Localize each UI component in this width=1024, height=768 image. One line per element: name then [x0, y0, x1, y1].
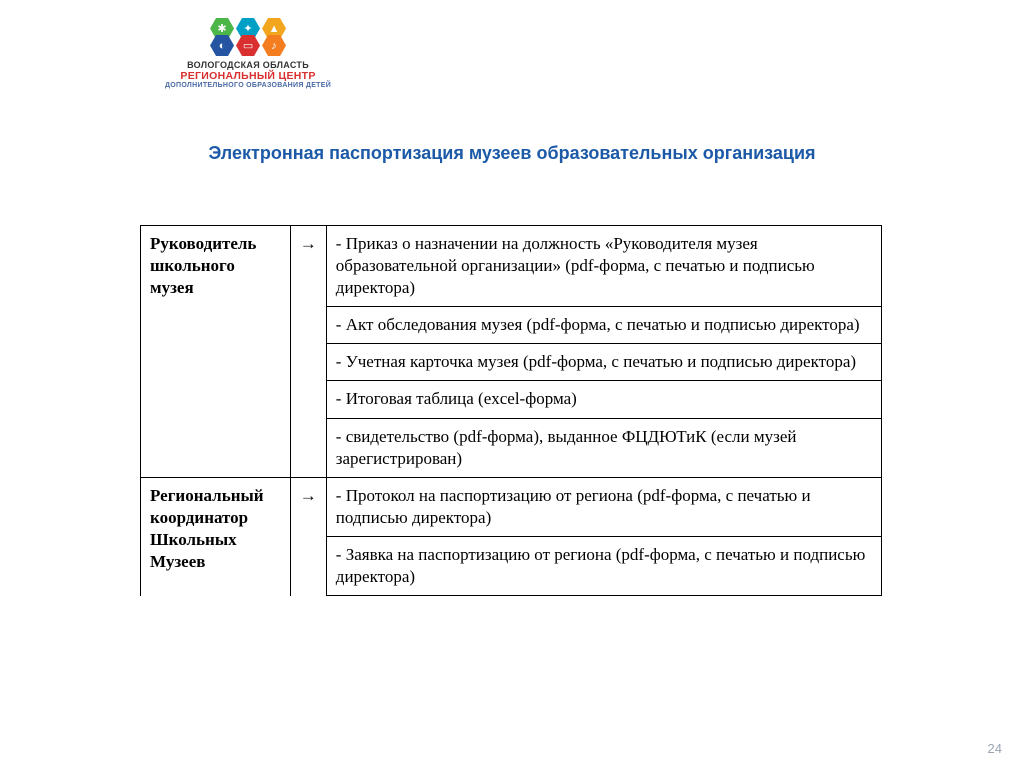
doc-cell: - свидетельство (pdf-форма), выданное ФЦ… — [326, 418, 881, 477]
arrow-icon: → — [290, 226, 326, 478]
logo: ✱ ✦ ▲ ◐ ▭ ♪ ВОЛОГОДСКАЯ ОБЛАСТЬ РЕГИОНАЛ… — [165, 18, 331, 90]
logo-line1: ВОЛОГОДСКАЯ ОБЛАСТЬ — [165, 60, 331, 70]
logo-text: ВОЛОГОДСКАЯ ОБЛАСТЬ РЕГИОНАЛЬНЫЙ ЦЕНТР Д… — [165, 60, 331, 90]
role-label: Руководитель школьного музея — [141, 226, 291, 478]
documents-table: Руководитель школьного музея → - Приказ … — [140, 225, 882, 596]
doc-cell: - Протокол на паспортизацию от региона (… — [326, 477, 881, 536]
doc-cell: - Итоговая таблица (excel-форма) — [326, 381, 881, 418]
hex-icon: ◐ — [210, 35, 234, 56]
hex-icon: ♪ — [262, 35, 286, 56]
doc-cell: - Учетная карточка музея (pdf-форма, с п… — [326, 344, 881, 381]
page-title: Электронная паспортизация музеев образов… — [0, 140, 1024, 166]
hex-row-bottom: ◐ ▭ ♪ — [165, 35, 331, 56]
logo-line3: ДОПОЛНИТЕЛЬНОГО ОБРАЗОВАНИЯ ДЕТЕЙ — [165, 82, 331, 90]
slide-number: 24 — [988, 741, 1002, 756]
doc-cell: - Акт обследования музея (pdf-форма, с п… — [326, 307, 881, 344]
role-label: Региональный координатор Школьных Музеев — [141, 477, 291, 595]
arrow-icon: → — [290, 477, 326, 595]
doc-cell: - Приказ о назначении на должность «Руко… — [326, 226, 881, 307]
hex-icon: ▭ — [236, 35, 260, 56]
logo-line2: РЕГИОНАЛЬНЫЙ ЦЕНТР — [165, 70, 331, 82]
doc-cell: - Заявка на паспортизацию от региона (pd… — [326, 536, 881, 595]
